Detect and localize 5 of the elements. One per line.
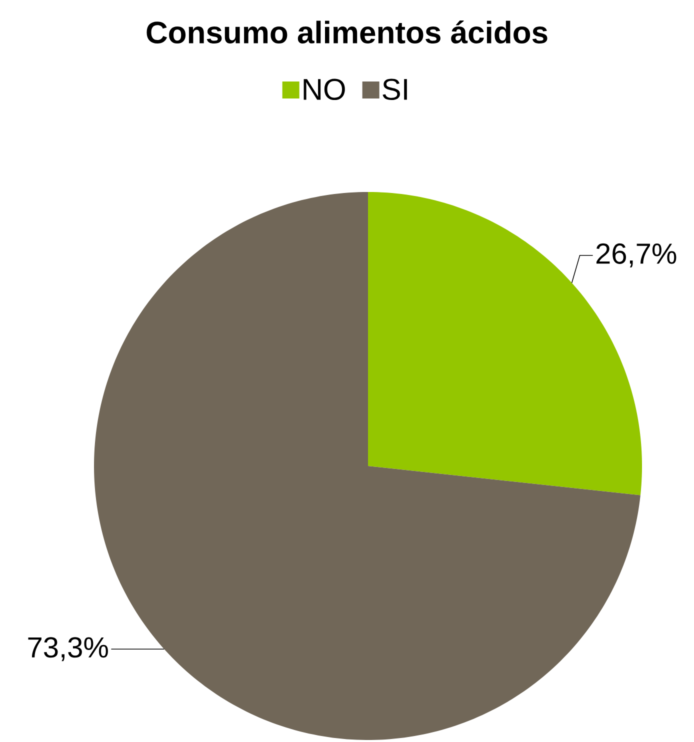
- legend-label: NO: [304, 78, 345, 100]
- legend-label: SI: [382, 78, 407, 100]
- data-label: 26,7%: [596, 243, 676, 268]
- chart-title: Consumo alimentos ácidos: [146, 20, 548, 44]
- data-label: 73,3%: [28, 637, 108, 662]
